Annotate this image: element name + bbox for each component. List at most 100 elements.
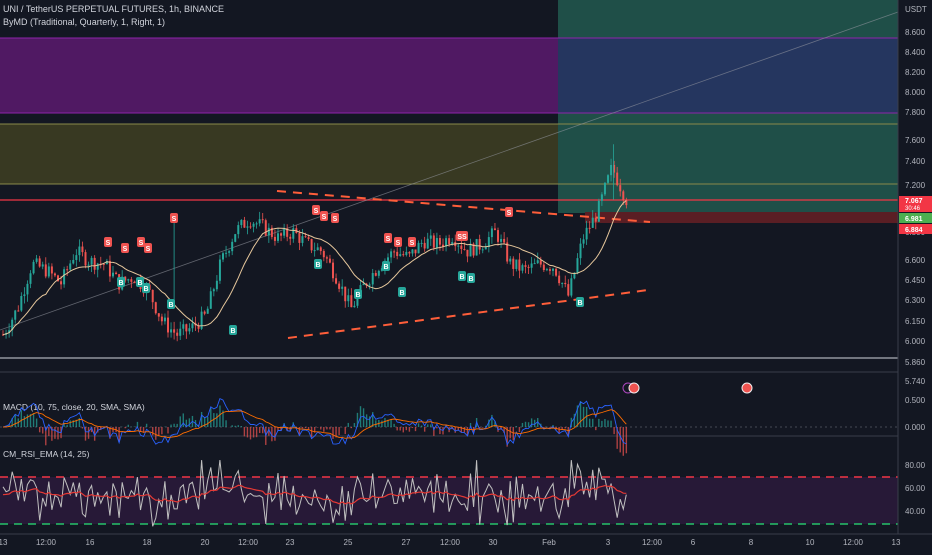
candle-body [44, 264, 47, 277]
candle-body [81, 246, 84, 253]
event-icon[interactable] [741, 382, 753, 394]
macd-signal-line [2, 409, 627, 439]
candle-body [292, 228, 295, 239]
time-tick: 12:00 [843, 538, 864, 547]
candle-body [332, 262, 335, 279]
sell-signal: S [104, 237, 112, 247]
candle-body [50, 266, 53, 274]
candle-body [493, 228, 496, 231]
candle-body [66, 269, 69, 271]
event-icon[interactable] [628, 382, 640, 394]
time-tick: 30 [489, 538, 498, 547]
candle-body [325, 257, 328, 259]
candle-body [396, 251, 399, 256]
time-tick: 8 [749, 538, 754, 547]
candle-body [481, 249, 484, 251]
sell-signal: S [312, 205, 320, 215]
candle-body [264, 220, 267, 236]
sell-signal: S [331, 213, 339, 223]
countdown-value: 30:46 [905, 206, 921, 212]
candle-body [542, 264, 545, 271]
candle-body [316, 247, 319, 251]
candle-body [130, 279, 133, 282]
candle-body [215, 280, 218, 290]
time-tick: 13 [0, 538, 8, 547]
candle-body [115, 272, 118, 275]
candle-body [286, 228, 289, 237]
candle-body [93, 257, 96, 270]
candle-body [96, 263, 99, 270]
candle-body [72, 259, 75, 264]
candle-body [63, 269, 66, 285]
candle-body [353, 305, 356, 308]
svg-text:S: S [410, 240, 415, 247]
candle-body [585, 227, 588, 240]
candle-body [460, 245, 463, 249]
time-axis[interactable]: 13 12:00 16 18 20 12:00 23 25 27 12:00 30 Feb 3 12:00… [0, 538, 901, 547]
time-tick: 10 [806, 538, 815, 547]
candle-body [133, 281, 136, 284]
candle-body [8, 330, 11, 334]
sell-signal: S [144, 243, 152, 253]
price-tick: 8.200 [905, 68, 926, 77]
candle-body [344, 286, 347, 302]
candle-body [191, 323, 194, 329]
sma-line [2, 200, 627, 336]
candle-body [11, 319, 14, 331]
buy-signal: B [136, 277, 144, 287]
diagonal-trendline[interactable] [0, 11, 899, 331]
time-tick: 16 [86, 538, 95, 547]
buy-signal: B [314, 259, 322, 269]
candle-body [570, 278, 573, 296]
candle-body [304, 236, 307, 238]
price-tick: 6.300 [905, 296, 926, 305]
price-ticks: 8.600 8.400 8.200 8.000 7.800 7.600 7.400 7.200… [905, 28, 926, 386]
time-tick: 18 [143, 538, 152, 547]
price-tick: 5.860 [905, 358, 926, 367]
candle-body [261, 219, 264, 221]
candle-body [432, 235, 435, 248]
candle-body [185, 324, 188, 332]
buy-signal: B [458, 271, 466, 281]
candle-body [579, 243, 582, 259]
candle-body [533, 263, 536, 265]
upper-trendline[interactable] [276, 190, 651, 223]
candle-body [582, 239, 585, 244]
svg-text:B: B [118, 280, 123, 287]
candle-body [108, 260, 111, 277]
candle-body [289, 236, 292, 239]
sell-signal: S [384, 233, 392, 243]
candle-body [249, 226, 252, 228]
candle-body [607, 175, 610, 183]
svg-text:S: S [322, 214, 327, 221]
double-sell-signal: SS [456, 231, 468, 241]
lower-trendline[interactable] [287, 289, 649, 339]
candle-body [487, 237, 490, 248]
macd-histogram [5, 401, 628, 456]
last-price-tag [899, 196, 932, 212]
candle-body [2, 334, 4, 336]
price-axis[interactable] [898, 0, 932, 534]
candle-body [197, 325, 200, 329]
candle-body [350, 295, 353, 308]
sell-signal: S [170, 213, 178, 223]
rsi-tick: 60.00 [905, 484, 926, 493]
candle-body [552, 268, 555, 271]
currency-label: USDT [905, 5, 927, 14]
candle-body [328, 258, 331, 263]
price-tick: 8.000 [905, 88, 926, 97]
candle-body [484, 247, 487, 250]
buy-signal: B [142, 283, 150, 293]
candle-body [527, 266, 530, 268]
candle-body [512, 258, 515, 269]
candle-body [445, 238, 448, 247]
candle-body [32, 261, 35, 274]
candle-body [558, 275, 561, 284]
candle-body [222, 253, 225, 260]
candle-body [438, 238, 441, 245]
candle-body [273, 236, 276, 241]
svg-text:B: B [459, 274, 464, 281]
candle-body [298, 232, 301, 243]
